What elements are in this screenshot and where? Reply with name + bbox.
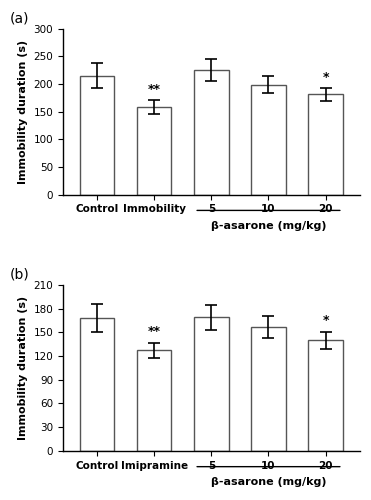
Text: *: * [322, 314, 329, 328]
Text: *: * [322, 70, 329, 84]
Bar [194, 318, 229, 451]
Text: **: ** [148, 83, 161, 96]
Bar [252, 84, 286, 194]
Bar [137, 107, 171, 194]
Text: β-asarone (mg/kg): β-asarone (mg/kg) [211, 221, 326, 231]
Text: β-asarone (mg/kg): β-asarone (mg/kg) [211, 478, 326, 488]
Bar [194, 70, 229, 194]
Y-axis label: Immobility duration (s): Immobility duration (s) [18, 40, 28, 184]
Text: (b): (b) [9, 268, 29, 281]
Bar [80, 318, 114, 451]
Bar [80, 76, 114, 194]
Text: **: ** [148, 326, 161, 338]
Bar [308, 340, 343, 451]
Y-axis label: Immobility duration (s): Immobility duration (s) [18, 296, 28, 440]
Bar [252, 327, 286, 451]
Bar [137, 350, 171, 451]
Text: (a): (a) [9, 12, 29, 26]
Bar [308, 94, 343, 194]
